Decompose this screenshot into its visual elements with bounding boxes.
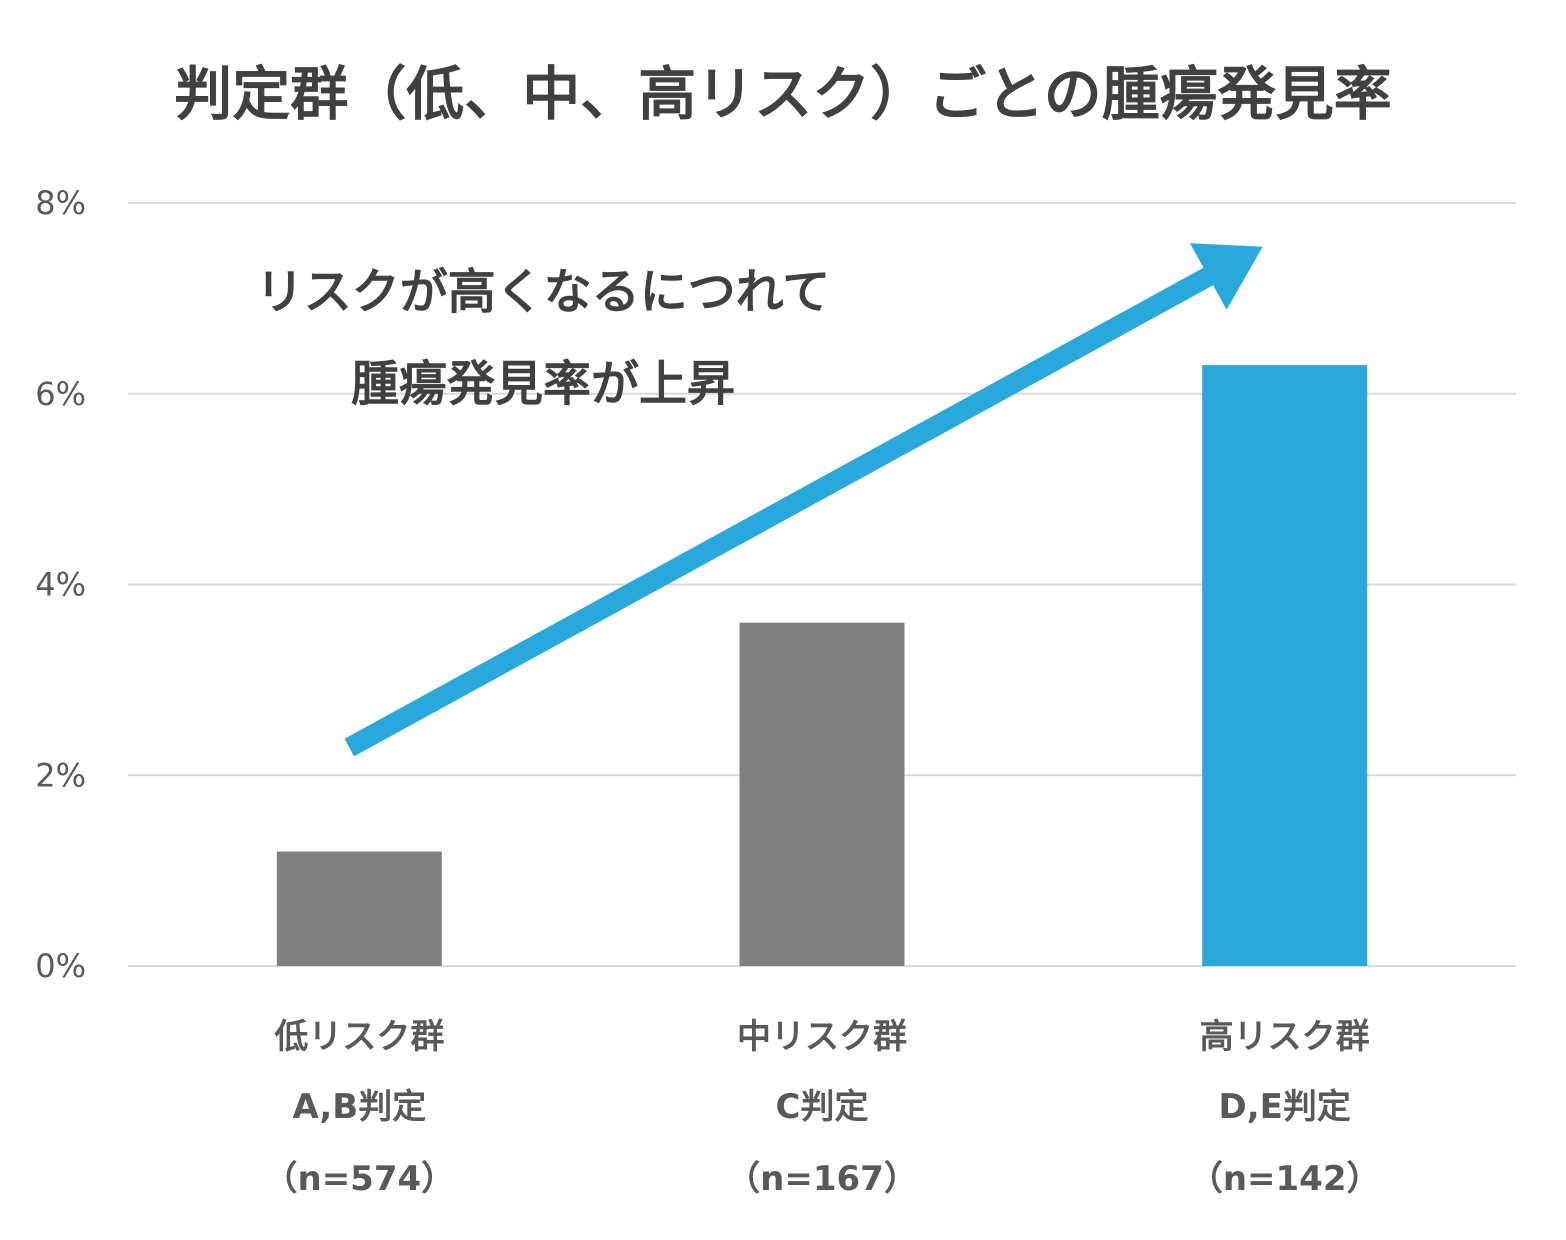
category-label: C判定	[776, 1087, 869, 1127]
category-label: A,B判定	[292, 1087, 426, 1127]
trend-arrow	[344, 243, 1263, 757]
bar	[1202, 365, 1368, 966]
chart-title: 判定群（低、中、高リスク）ごとの腫瘍発見率	[174, 60, 1391, 128]
annotation-text: 腫瘍発見率が上昇	[351, 356, 735, 412]
y-tick-label: 2%	[35, 756, 86, 794]
y-tick-label: 4%	[35, 566, 86, 604]
category-label: 高リスク群	[1200, 1017, 1370, 1057]
annotation-text: リスクが高くなるにつれて	[256, 264, 831, 320]
category-label: 中リスク群	[737, 1017, 907, 1057]
bar	[739, 622, 905, 966]
bar	[276, 851, 442, 966]
y-tick-label: 0%	[35, 947, 86, 985]
y-tick-label: 8%	[35, 184, 86, 222]
category-label: 低リスク群	[274, 1017, 444, 1057]
category-labels: 低リスク群 A,B判定 （n=574） 中リスク群 C判定 （n=167） 高リスク群 D,E…	[263, 1017, 1380, 1199]
bars	[276, 365, 1368, 966]
y-axis-tick-labels: 0% 2% 4% 6% 8%	[35, 184, 86, 985]
y-tick-label: 6%	[35, 375, 86, 413]
category-label: （n=574）	[263, 1159, 455, 1199]
category-label: （n=167）	[726, 1159, 918, 1199]
category-label: D,E判定	[1218, 1087, 1350, 1127]
category-label: （n=142）	[1189, 1159, 1381, 1199]
